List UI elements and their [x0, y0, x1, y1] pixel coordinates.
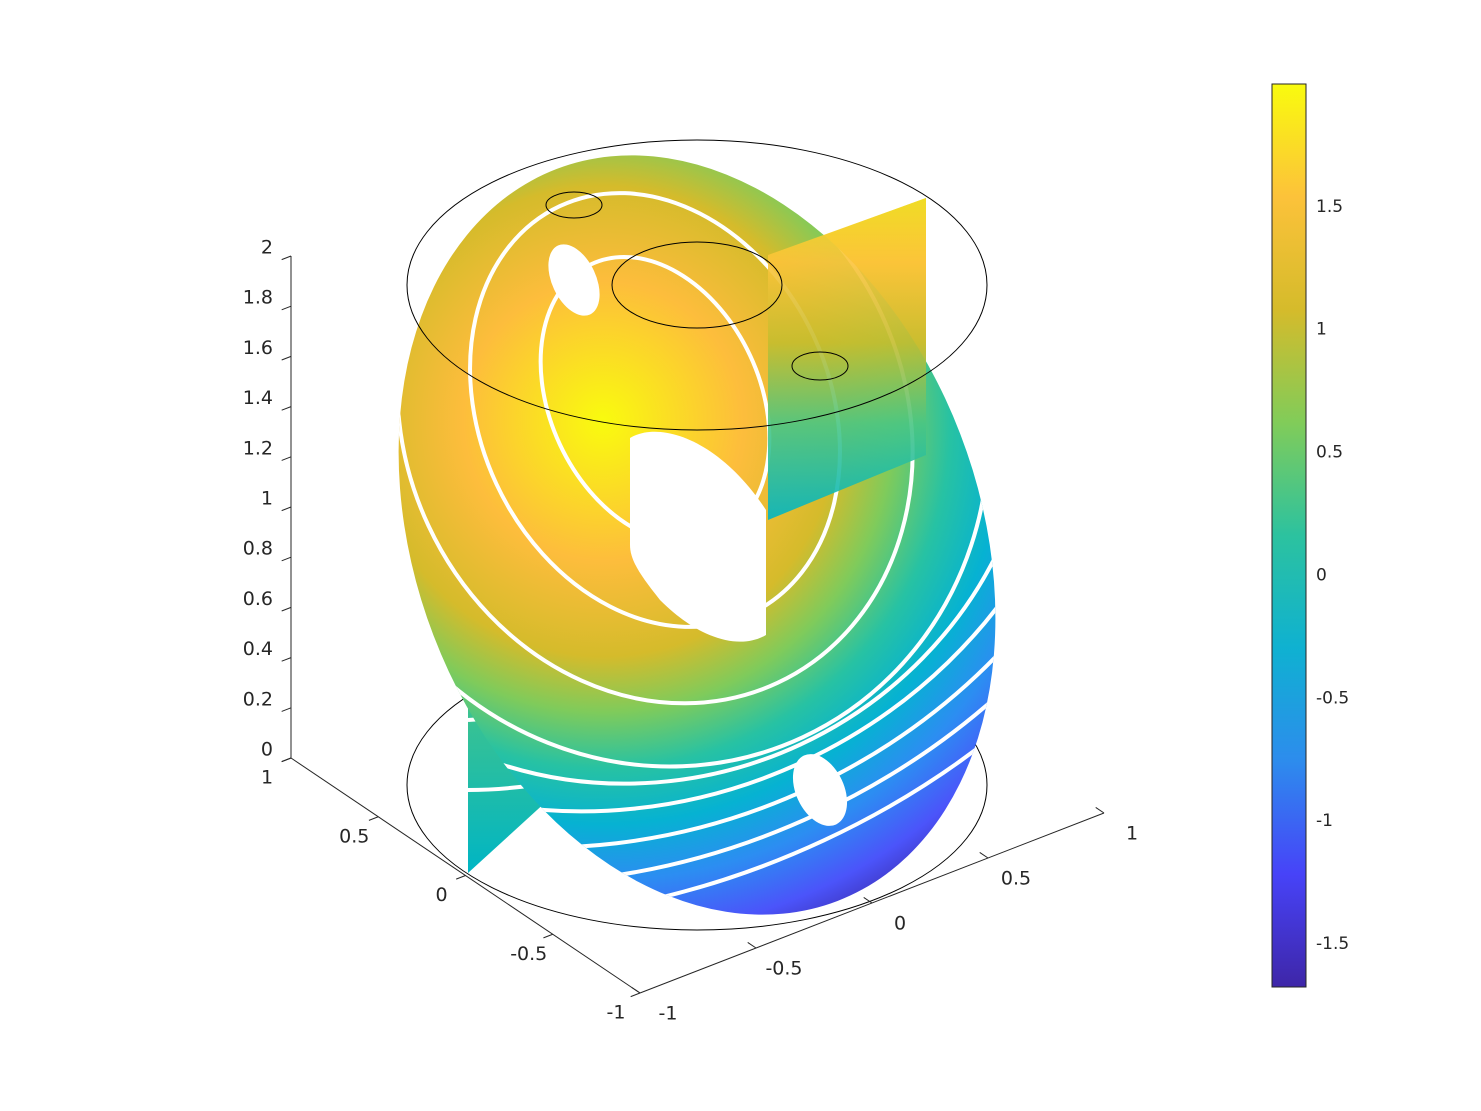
z-tick	[281, 707, 292, 712]
plane-front	[768, 198, 926, 520]
z-tick-label: 0	[261, 739, 273, 761]
z-tick	[281, 606, 292, 612]
colorbar-tick-label: -1	[1316, 811, 1333, 831]
z-tick-label: 1.2	[243, 437, 273, 459]
z-tick-label: 1	[261, 488, 273, 510]
x-tick-label: 0	[894, 913, 906, 935]
z-tick-label: 1.4	[243, 387, 273, 409]
ring	[611, 241, 783, 329]
y-tick-label: 0	[435, 884, 447, 906]
x-tick	[979, 851, 989, 859]
y-tick-label: 0.5	[339, 825, 369, 847]
z-tick-label: 1.8	[243, 287, 273, 309]
z-tick-label: 0.8	[243, 538, 273, 560]
x-tick	[863, 896, 873, 904]
y-tick	[368, 816, 379, 821]
z-tick-label: 0.6	[243, 588, 273, 610]
colorbar-tick-label: 1	[1316, 320, 1327, 340]
x-tick	[1095, 806, 1105, 814]
surface	[398, 139, 996, 931]
x-tick	[747, 941, 757, 949]
z-tick	[281, 556, 292, 562]
y-tick-label: 1	[261, 767, 273, 789]
y-tick	[543, 933, 553, 939]
x-tick-label: 0.5	[1001, 868, 1031, 890]
colorbar-tick-label: 0.5	[1316, 443, 1343, 463]
z-tick-label: 1.6	[243, 337, 273, 359]
z-tick-label: 0.4	[243, 638, 273, 660]
z-tick	[281, 255, 292, 261]
colorbar	[1271, 83, 1307, 988]
ring	[791, 351, 849, 381]
hole	[792, 754, 848, 826]
z-tick	[281, 355, 292, 361]
y-tick	[455, 875, 466, 880]
y-tick-label: -0.5	[510, 943, 547, 965]
z-tick	[281, 506, 292, 512]
ring	[545, 191, 603, 219]
colorbar-tick-label: -1.5	[1316, 934, 1349, 954]
z-tick	[281, 657, 292, 662]
y-tick	[630, 992, 641, 998]
z-tick	[281, 305, 292, 311]
x-tick-label: -0.5	[765, 958, 802, 980]
y-tick	[281, 757, 292, 763]
colorbar-tick-label: -0.5	[1316, 688, 1349, 708]
x-tick	[631, 986, 641, 994]
colorbar-tick-label: 0	[1316, 565, 1327, 585]
x-tick-label: -1	[659, 1003, 678, 1025]
x-tick-label: 1	[1126, 823, 1138, 845]
colorbar-tick-label: 1.5	[1316, 197, 1343, 217]
z-tick	[281, 456, 292, 461]
top-ring	[406, 139, 988, 431]
axes: 0 0.2 0.4 0.6 0.8 1 1.2 1.4 1.6 1.8 2 -1 -0.5 0 0.5 1 -1…	[243, 197, 1349, 1025]
z-tick-label: 0.2	[243, 688, 273, 710]
hole	[630, 431, 766, 642]
y-tick-label: -1	[607, 1002, 626, 1024]
z-tick-label: 2	[261, 237, 273, 259]
hole	[548, 244, 600, 316]
z-tick	[281, 406, 292, 411]
